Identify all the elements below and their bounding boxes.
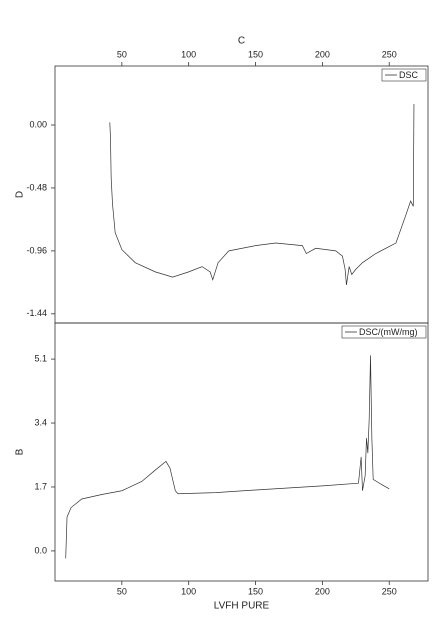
y-tick-label: 5.1 xyxy=(34,353,47,363)
y-tick-label: 0.0 xyxy=(34,545,47,555)
x-tick-label: 250 xyxy=(382,49,397,59)
x-axis-label: C xyxy=(238,36,245,47)
y-tick-label: 3.4 xyxy=(34,417,47,427)
y-tick-label: 1.7 xyxy=(34,481,47,491)
x-tick-label: 100 xyxy=(181,49,196,59)
y-tick-label: -0.96 xyxy=(26,245,47,255)
plot-frame xyxy=(54,65,429,324)
x-tick-label: 200 xyxy=(315,586,330,596)
legend-box xyxy=(341,325,427,339)
y-axis-label: B xyxy=(15,448,26,455)
x-tick-label: 200 xyxy=(315,49,330,59)
x-tick-label: 50 xyxy=(117,49,127,59)
x-tick-label: 100 xyxy=(181,586,196,596)
y-tick-label: 0.00 xyxy=(29,119,47,129)
x-tick-label: 150 xyxy=(248,49,263,59)
legend-box xyxy=(381,68,427,82)
x-tick-label: 50 xyxy=(117,586,127,596)
data-line xyxy=(65,355,390,559)
plot-frame xyxy=(54,322,429,582)
legend-label: DSC/(mW/mg) xyxy=(359,327,418,337)
x-tick-label: 150 xyxy=(248,586,263,596)
x-axis-label: LVFH PURE xyxy=(214,601,270,612)
data-line xyxy=(109,104,415,286)
x-tick-label: 250 xyxy=(382,586,397,596)
legend-label: DSC xyxy=(399,70,419,80)
y-tick-label: -0.48 xyxy=(26,182,47,192)
y-tick-label: -1.44 xyxy=(26,308,47,318)
y-axis-label: D xyxy=(15,191,26,198)
